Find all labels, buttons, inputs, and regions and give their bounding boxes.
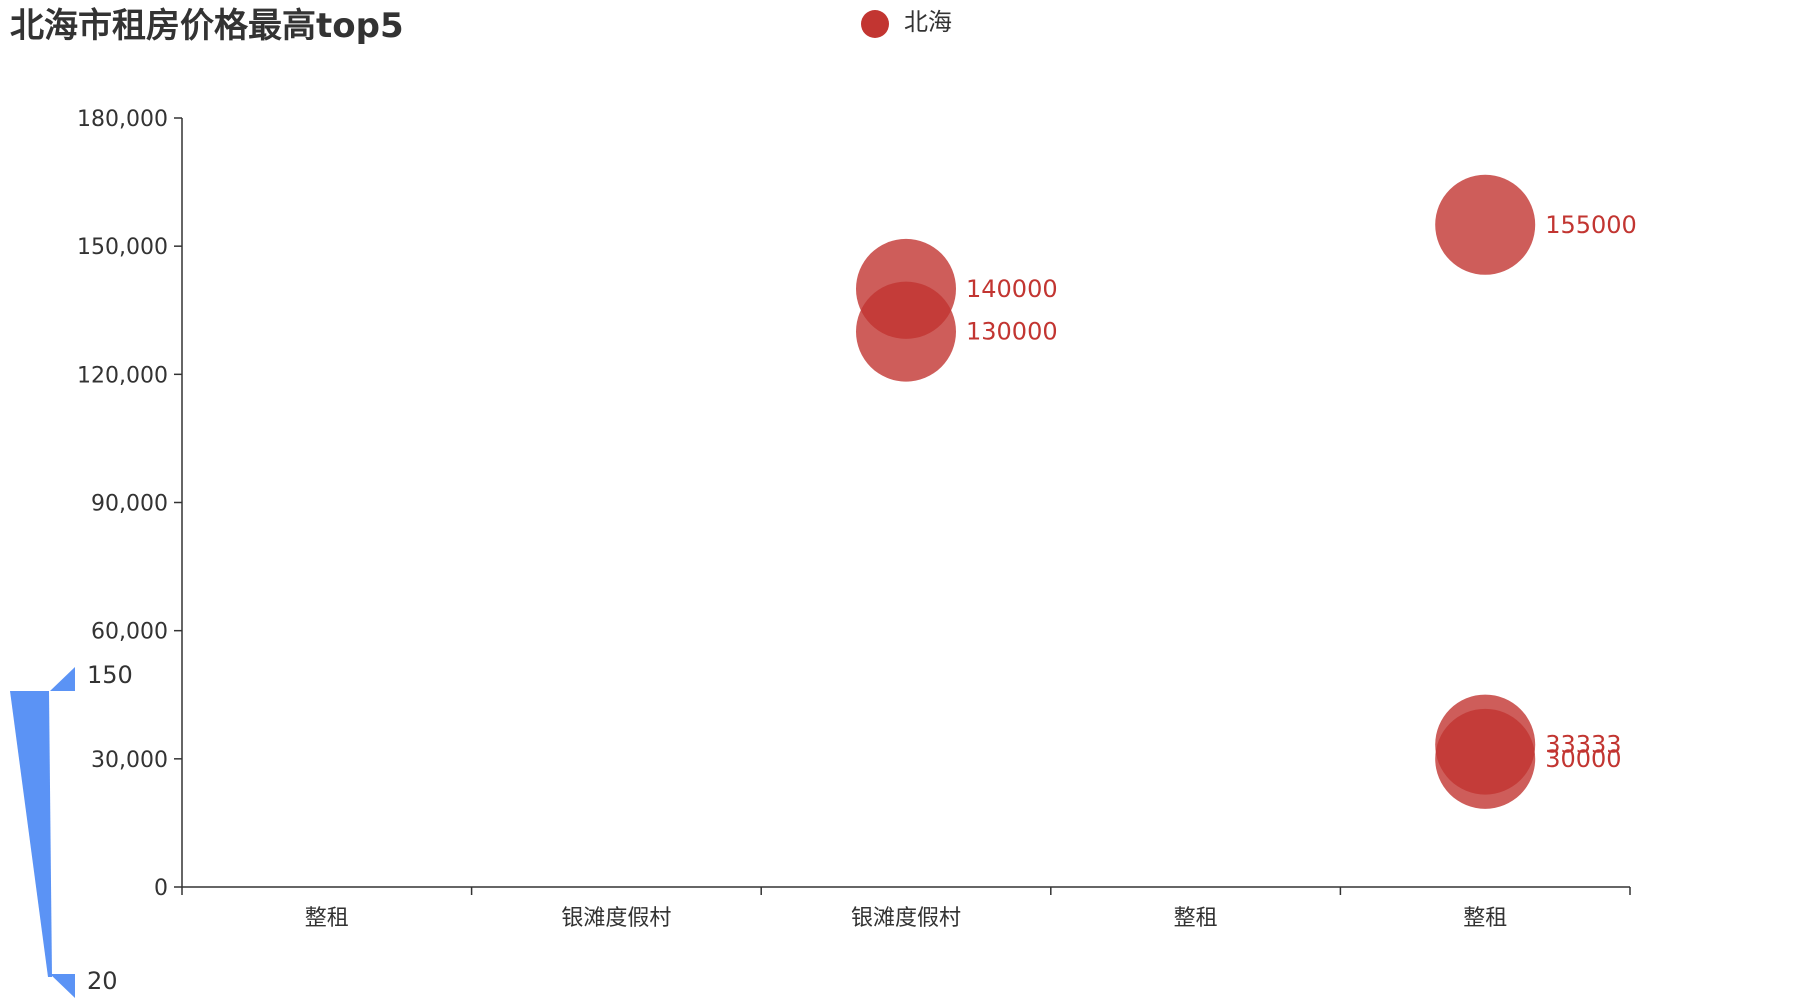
x-tick-label: 整租 <box>1463 906 1507 931</box>
y-tick-label: 30,000 <box>91 748 168 773</box>
x-axis: 整租 银滩度假村 银滩度假村 整租 整租 <box>181 886 1631 931</box>
data-label: 30000 <box>1545 745 1621 773</box>
y-tick-label: 120,000 <box>77 363 168 388</box>
y-ticks: 0 30,000 60,000 90,000 120,000 150,000 180,000 <box>77 107 182 901</box>
visual-map-handle-max[interactable] <box>50 667 75 691</box>
x-tick-label: 银滩度假村 <box>561 906 671 931</box>
y-tick-label: 0 <box>154 876 168 901</box>
data-point[interactable] <box>1435 174 1536 275</box>
data-label: 140000 <box>966 275 1058 303</box>
y-tick-label: 150,000 <box>77 235 168 260</box>
visual-map-max-label: 150 <box>87 661 133 689</box>
y-tick-label: 180,000 <box>77 107 168 132</box>
legend-label[interactable]: 北海 <box>904 8 952 36</box>
y-axis: 0 30,000 60,000 90,000 120,000 150,000 180,000 <box>77 107 183 901</box>
y-tick-label: 60,000 <box>91 620 168 645</box>
x-tick-label: 整租 <box>1174 906 1218 931</box>
legend[interactable]: 北海 <box>861 8 952 38</box>
visual-map-handle-min[interactable] <box>50 974 75 998</box>
data-point[interactable] <box>856 281 956 382</box>
data-label: 155000 <box>1545 211 1637 239</box>
x-tick-label: 整租 <box>305 906 349 931</box>
x-ticks: 整租 银滩度假村 银滩度假村 整租 整租 <box>181 887 1631 931</box>
visual-map[interactable]: 150 20 <box>10 661 133 998</box>
x-tick-label: 银滩度假村 <box>851 906 961 931</box>
visual-map-min-label: 20 <box>87 967 118 995</box>
data-label: 130000 <box>966 318 1058 346</box>
y-tick-label: 90,000 <box>91 492 168 517</box>
chart-title: 北海市租房价格最高top5 <box>10 6 404 46</box>
data-label: 33333 <box>1545 731 1621 759</box>
visual-map-bar <box>10 691 52 977</box>
legend-marker[interactable] <box>861 10 889 38</box>
data-point[interactable] <box>1435 708 1536 809</box>
